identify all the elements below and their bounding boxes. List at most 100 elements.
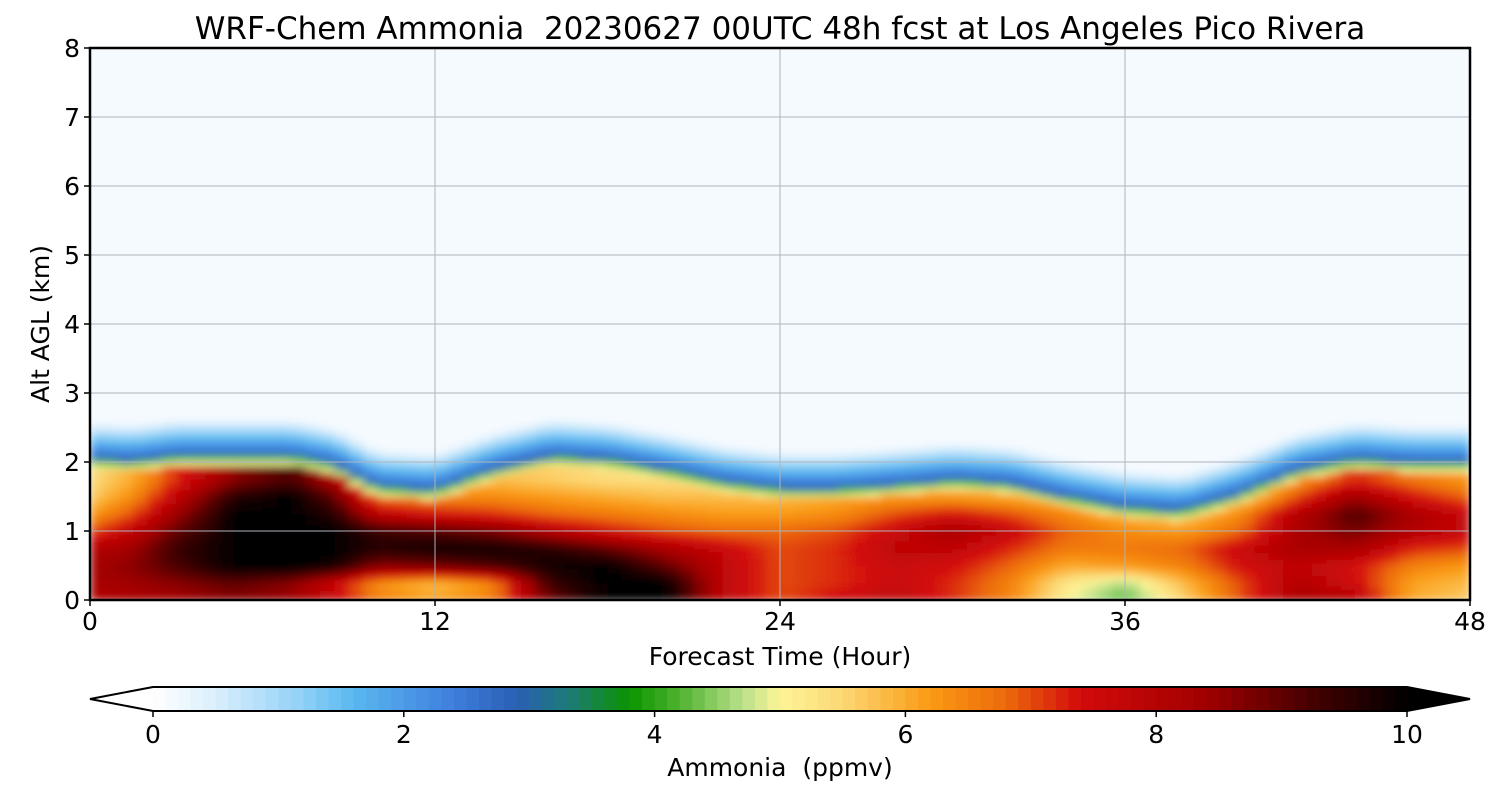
field-cell bbox=[1225, 593, 1241, 598]
field-cell bbox=[506, 493, 523, 498]
field-cell bbox=[593, 441, 609, 446]
field-cell bbox=[1326, 524, 1342, 529]
field-cell bbox=[104, 475, 120, 481]
field-cell bbox=[1139, 475, 1155, 481]
field-cell bbox=[1024, 482, 1040, 487]
field-cell bbox=[938, 513, 954, 518]
field-cell bbox=[492, 572, 508, 577]
field-cell bbox=[449, 513, 465, 518]
field-cell bbox=[320, 520, 336, 525]
field-cell bbox=[176, 575, 192, 581]
field-cell bbox=[708, 596, 724, 600]
field-cell bbox=[952, 582, 968, 587]
colorbar-swatch bbox=[441, 687, 455, 711]
field-cell bbox=[693, 455, 709, 460]
field-cell bbox=[104, 531, 120, 536]
field-cell bbox=[564, 475, 580, 481]
field-cell bbox=[248, 420, 264, 425]
field-cell bbox=[176, 586, 192, 591]
field-cell bbox=[478, 506, 494, 512]
field-cell bbox=[176, 565, 192, 570]
field-cell bbox=[1067, 489, 1083, 494]
field-cell bbox=[391, 496, 408, 501]
field-cell bbox=[1081, 575, 1098, 581]
field-cell bbox=[363, 465, 379, 470]
field-cell bbox=[133, 520, 149, 525]
field-cell bbox=[607, 541, 623, 546]
field-cell bbox=[90, 558, 106, 563]
field-cell bbox=[751, 575, 767, 581]
field-cell bbox=[176, 568, 192, 574]
field-cell bbox=[291, 437, 307, 443]
field-cell bbox=[1081, 555, 1098, 560]
field-cell bbox=[650, 462, 666, 467]
field-cell bbox=[751, 534, 767, 539]
field-cell bbox=[363, 472, 379, 477]
field-cell bbox=[708, 534, 724, 539]
field-cell bbox=[966, 572, 983, 577]
field-cell bbox=[751, 541, 767, 546]
colorbar-swatch bbox=[1243, 687, 1258, 711]
field-cell bbox=[1311, 486, 1328, 491]
field-cell bbox=[521, 589, 537, 594]
field-cell bbox=[248, 472, 264, 477]
field-cell bbox=[506, 448, 523, 453]
field-cell bbox=[492, 465, 508, 470]
field-cell bbox=[880, 558, 896, 563]
field-cell bbox=[1067, 572, 1083, 577]
field-cell bbox=[780, 503, 796, 508]
field-cell bbox=[1067, 544, 1083, 550]
colorbar-swatch bbox=[1269, 687, 1283, 711]
field-cell bbox=[262, 496, 278, 501]
field-cell bbox=[607, 568, 623, 574]
field-cell bbox=[535, 527, 551, 532]
field-cell bbox=[607, 572, 623, 577]
field-cell bbox=[1283, 589, 1299, 594]
field-cell bbox=[995, 548, 1011, 553]
field-cell bbox=[1254, 579, 1270, 584]
field-cell bbox=[895, 482, 911, 487]
field-cell bbox=[1168, 562, 1184, 567]
field-cell bbox=[1254, 531, 1270, 536]
field-cell bbox=[348, 589, 364, 594]
field-cell bbox=[1355, 451, 1371, 456]
field-cell bbox=[104, 468, 120, 474]
field-cell bbox=[1283, 489, 1299, 494]
field-cell bbox=[1038, 551, 1054, 556]
field-cell bbox=[406, 458, 422, 463]
field-cell bbox=[1182, 558, 1198, 563]
field-cell bbox=[722, 568, 738, 574]
field-cell bbox=[1383, 555, 1399, 560]
field-cell bbox=[449, 510, 465, 515]
field-cell bbox=[1383, 496, 1399, 501]
colorbar-swatch bbox=[892, 687, 906, 711]
field-cell bbox=[1340, 448, 1356, 453]
field-cell bbox=[823, 496, 839, 501]
field-cell bbox=[1297, 534, 1313, 539]
field-cell bbox=[751, 593, 767, 598]
field-cell bbox=[621, 517, 638, 522]
field-cell bbox=[823, 555, 839, 560]
field-cell bbox=[851, 582, 868, 587]
field-cell bbox=[722, 499, 738, 505]
field-cell bbox=[1412, 551, 1428, 556]
field-cell bbox=[363, 575, 379, 581]
field-cell bbox=[449, 579, 465, 584]
field-cell bbox=[981, 493, 997, 498]
field-cell bbox=[550, 579, 566, 584]
field-cell bbox=[276, 424, 293, 429]
field-cell bbox=[521, 493, 537, 498]
field-cell bbox=[693, 462, 709, 467]
field-cell bbox=[1369, 586, 1385, 591]
field-cell bbox=[291, 593, 307, 598]
field-cell bbox=[391, 472, 408, 477]
field-cell bbox=[1283, 555, 1299, 560]
field-cell bbox=[1067, 551, 1083, 556]
field-cell bbox=[1455, 496, 1470, 501]
field-cell bbox=[1383, 434, 1399, 439]
field-cell bbox=[851, 593, 868, 598]
field-cell bbox=[851, 575, 868, 581]
field-cell bbox=[1412, 513, 1428, 518]
colorbar-swatch bbox=[980, 687, 994, 711]
field-cell bbox=[90, 496, 106, 501]
